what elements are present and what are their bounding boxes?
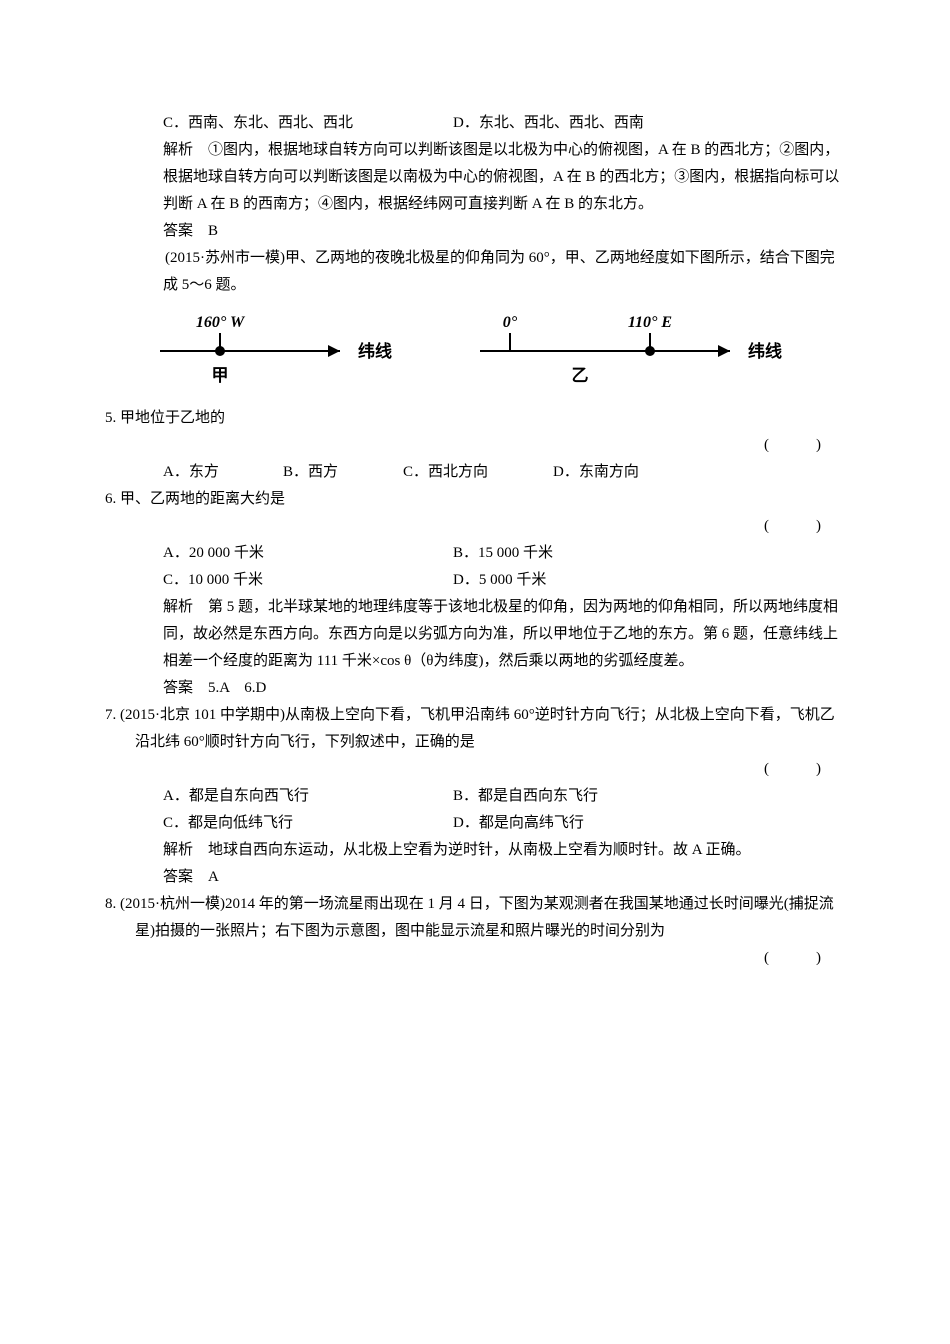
q4-optD: D．东北、西北、西北、西南 [453,110,644,137]
q5-options: A．东方 B．西方 C．西北方向 D．东南方向 [105,459,845,486]
context-56-text: (2015·苏州市一模)甲、乙两地的夜晚北极星的仰角同为 60°，甲、乙两地经度… [163,250,835,293]
q5-paren: ( ) [105,432,845,459]
q7-explain: 解析 地球自西向东运动，从北极上空看为逆时针，从南极上空看为顺时针。故 A 正确… [105,837,845,864]
q6-options-ab: A．20 000 千米 B．15 000 千米 [105,540,845,567]
q7-optA: A．都是自东向西飞行 [163,783,453,810]
q6-explain-text: 第 5 题，北半球某地的地理纬度等于该地北极星的仰角，因为两地的仰角相同，所以两… [163,599,838,669]
q4-explain: 解析 ①图内，根据地球自转方向可以判断该图是以北极为中心的俯视图，A 在 B 的… [105,137,845,218]
q4-answer-val: B [208,223,218,239]
q7-optD: D．都是向高纬飞行 [453,810,584,837]
q7-explain-label: 解析 [163,842,193,858]
jia-lat-label: 纬线 [358,341,392,361]
diagram-yi: 0° 110° E 纬线 乙 [470,311,800,389]
q4-options-cd: C．西南、东北、西北、西北 D．东北、西北、西北、西南 [105,110,845,137]
context-56: (2015·苏州市一模)甲、乙两地的夜晚北极星的仰角同为 60°，甲、乙两地经度… [105,245,845,299]
jia-arrow [328,345,340,357]
q7-optB: B．都是自西向东飞行 [453,783,598,810]
q6-paren: ( ) [105,513,845,540]
q6-answer-label: 答案 [163,680,193,696]
q5-optD: D．东南方向 [553,459,639,486]
yi-lat-label: 纬线 [748,341,782,361]
q6-optB: B．15 000 千米 [453,540,553,567]
jia-name: 甲 [212,366,229,385]
q6-optA: A．20 000 千米 [163,540,453,567]
q5-optA: A．东方 [163,459,283,486]
q6-stem: 6. 甲、乙两地的距离大约是 [105,486,845,513]
q4-answer-label: 答案 [163,223,193,239]
q6-explain-label: 解析 [163,599,193,615]
q7-explain-text: 地球自西向东运动，从北极上空看为逆时针，从南极上空看为顺时针。故 A 正确。 [208,842,751,858]
q4-explain-label: 解析 [163,142,193,158]
q6-options-cd: C．10 000 千米 D．5 000 千米 [105,567,845,594]
q6-optC: C．10 000 千米 [163,567,453,594]
jia-dot [215,346,225,356]
q6-answer-val: 5.A 6.D [208,680,266,696]
q7-stem: 7. (2015·北京 101 中学期中)从南极上空向下看，飞机甲沿南纬 60°… [105,702,845,756]
q7-optC: C．都是向低纬飞行 [163,810,453,837]
q7-options-ab: A．都是自东向西飞行 B．都是自西向东飞行 [105,783,845,810]
q5-stem: 5. 甲地位于乙地的 [105,405,845,432]
q6-optD: D．5 000 千米 [453,567,546,594]
yi-dot [645,346,655,356]
q7-options-cd: C．都是向低纬飞行 D．都是向高纬飞行 [105,810,845,837]
yi-name: 乙 [572,366,589,385]
q4-answer: 答案 B [105,218,845,245]
q6-explain: 解析 第 5 题，北半球某地的地理纬度等于该地北极星的仰角，因为两地的仰角相同，… [105,594,845,675]
q6-answer: 答案 5.A 6.D [105,675,845,702]
q7-answer: 答案 A [105,864,845,891]
q8-paren: ( ) [105,945,845,972]
q5-optB: B．西方 [283,459,403,486]
q5-optC: C．西北方向 [403,459,553,486]
yi-lon1-label: 0° [503,314,518,331]
diagram-row: 160° W 纬线 甲 0° 110° E 纬线 乙 [105,311,845,389]
q4-optC: C．西南、东北、西北、西北 [163,110,453,137]
yi-arrow [718,345,730,357]
q7-answer-label: 答案 [163,869,193,885]
q7-paren: ( ) [105,756,845,783]
jia-lon-label: 160° W [196,314,246,331]
yi-lon2-label: 110° E [628,314,672,331]
q7-answer-val: A [208,869,219,885]
q4-explain-text: ①图内，根据地球自转方向可以判断该图是以北极为中心的俯视图，A 在 B 的西北方… [163,142,839,212]
q8-stem: 8. (2015·杭州一模)2014 年的第一场流星雨出现在 1 月 4 日，下… [105,891,845,945]
diagram-jia: 160° W 纬线 甲 [150,311,410,389]
